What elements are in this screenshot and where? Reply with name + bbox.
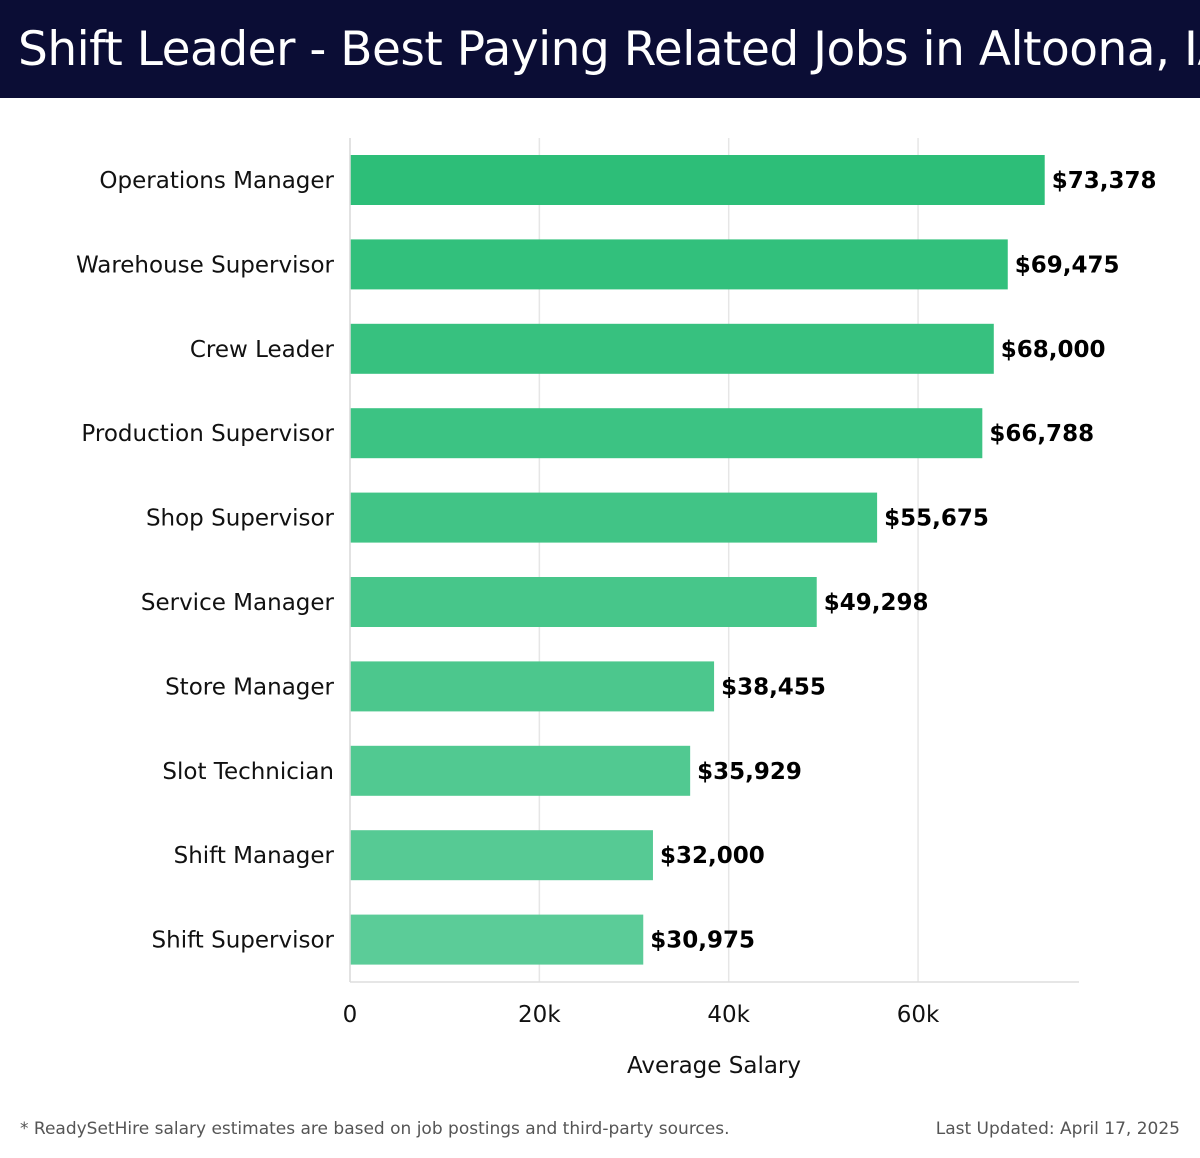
last-updated: Last Updated: April 17, 2025 [935, 1119, 1180, 1139]
category-label: Slot Technician [162, 759, 334, 785]
bar [350, 155, 1045, 205]
bar [350, 745, 691, 796]
x-tick-label: 0 [343, 1002, 358, 1028]
bars [350, 155, 1045, 965]
x-axis-label: Average Salary [627, 1053, 801, 1079]
value-label: $30,975 [650, 928, 755, 954]
bar [350, 914, 644, 965]
bar [350, 830, 653, 881]
bar [350, 661, 715, 712]
title-banner: Shift Leader - Best Paying Related Jobs … [0, 0, 1200, 98]
value-label: $38,455 [721, 674, 826, 700]
category-labels: Operations Manager Warehouse Supervisor Cr… [76, 168, 335, 954]
category-label: Service Manager [141, 590, 335, 616]
bar [350, 492, 878, 543]
category-label: Operations Manager [99, 168, 334, 194]
bar [350, 323, 994, 374]
value-label: $66,788 [989, 421, 1094, 447]
category-label: Store Manager [165, 674, 334, 700]
source-footnote: * ReadySetHire salary estimates are base… [20, 1119, 730, 1139]
x-axis: 0 20k 40k 60k [343, 138, 1079, 1028]
bar [350, 239, 1008, 290]
value-label: $32,000 [660, 843, 765, 869]
bar [350, 577, 817, 627]
category-label: Warehouse Supervisor [76, 252, 335, 278]
x-tick-label: 20k [518, 1002, 561, 1028]
x-tick-label: 60k [897, 1002, 940, 1028]
chart-title: Shift Leader - Best Paying Related Jobs … [18, 22, 1200, 77]
value-label: $55,675 [884, 506, 989, 532]
category-label: Shift Manager [174, 843, 335, 869]
x-tick-label: 40k [707, 1002, 750, 1028]
category-label: Shop Supervisor [146, 506, 335, 532]
category-label: Production Supervisor [81, 421, 334, 447]
value-label: $69,475 [1015, 252, 1120, 278]
value-labels: $73,378 $69,475 $68,000 $66,788 $55,675 $49,2… [650, 168, 1156, 954]
category-label: Crew Leader [190, 337, 335, 363]
value-label: $73,378 [1052, 168, 1157, 194]
category-label: Shift Supervisor [152, 928, 335, 954]
value-label: $49,298 [824, 590, 929, 616]
bar-chart: Operations Manager Warehouse Supervisor Cr… [76, 138, 1156, 1079]
bar [350, 408, 983, 459]
value-label: $35,929 [697, 759, 802, 785]
value-label: $68,000 [1001, 337, 1106, 363]
